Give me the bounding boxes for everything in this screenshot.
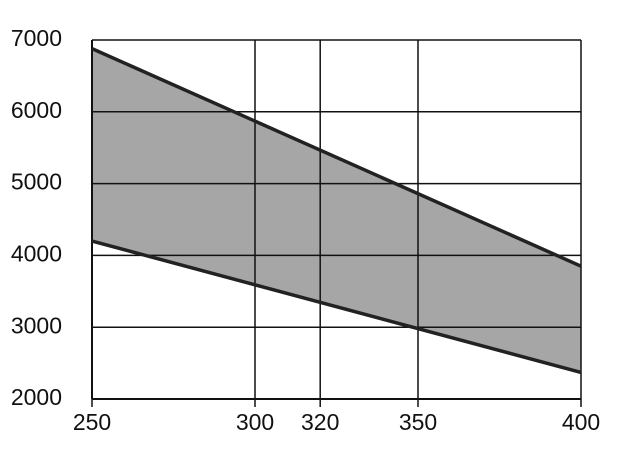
y-tick-label: 7000 xyxy=(11,25,62,51)
band-fill xyxy=(92,48,581,373)
band-edge xyxy=(91,239,582,375)
x-tick-label: 400 xyxy=(562,409,600,435)
y-tick-label: 6000 xyxy=(11,97,62,123)
x-tick-label: 320 xyxy=(301,409,339,435)
x-tick-label: 350 xyxy=(399,409,437,435)
y-tick-label: 3000 xyxy=(11,312,62,338)
x-tick-label: 250 xyxy=(73,409,111,435)
band-edge xyxy=(91,47,582,268)
y-tick-label: 4000 xyxy=(11,240,62,266)
y-tick-label: 5000 xyxy=(11,169,62,195)
y-tick-label: 2000 xyxy=(11,384,62,410)
x-tick-label: 300 xyxy=(236,409,274,435)
